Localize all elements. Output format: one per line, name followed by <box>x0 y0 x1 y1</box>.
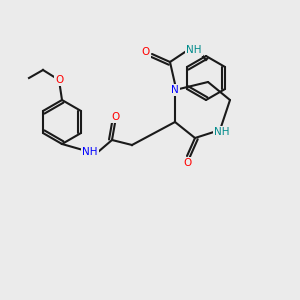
Text: O: O <box>142 47 150 57</box>
Text: NH: NH <box>82 147 98 157</box>
Text: O: O <box>111 112 119 122</box>
Text: NH: NH <box>186 45 202 55</box>
Text: O: O <box>183 158 191 168</box>
Text: O: O <box>55 75 63 85</box>
Text: N: N <box>171 85 179 95</box>
Text: NH: NH <box>214 127 230 137</box>
